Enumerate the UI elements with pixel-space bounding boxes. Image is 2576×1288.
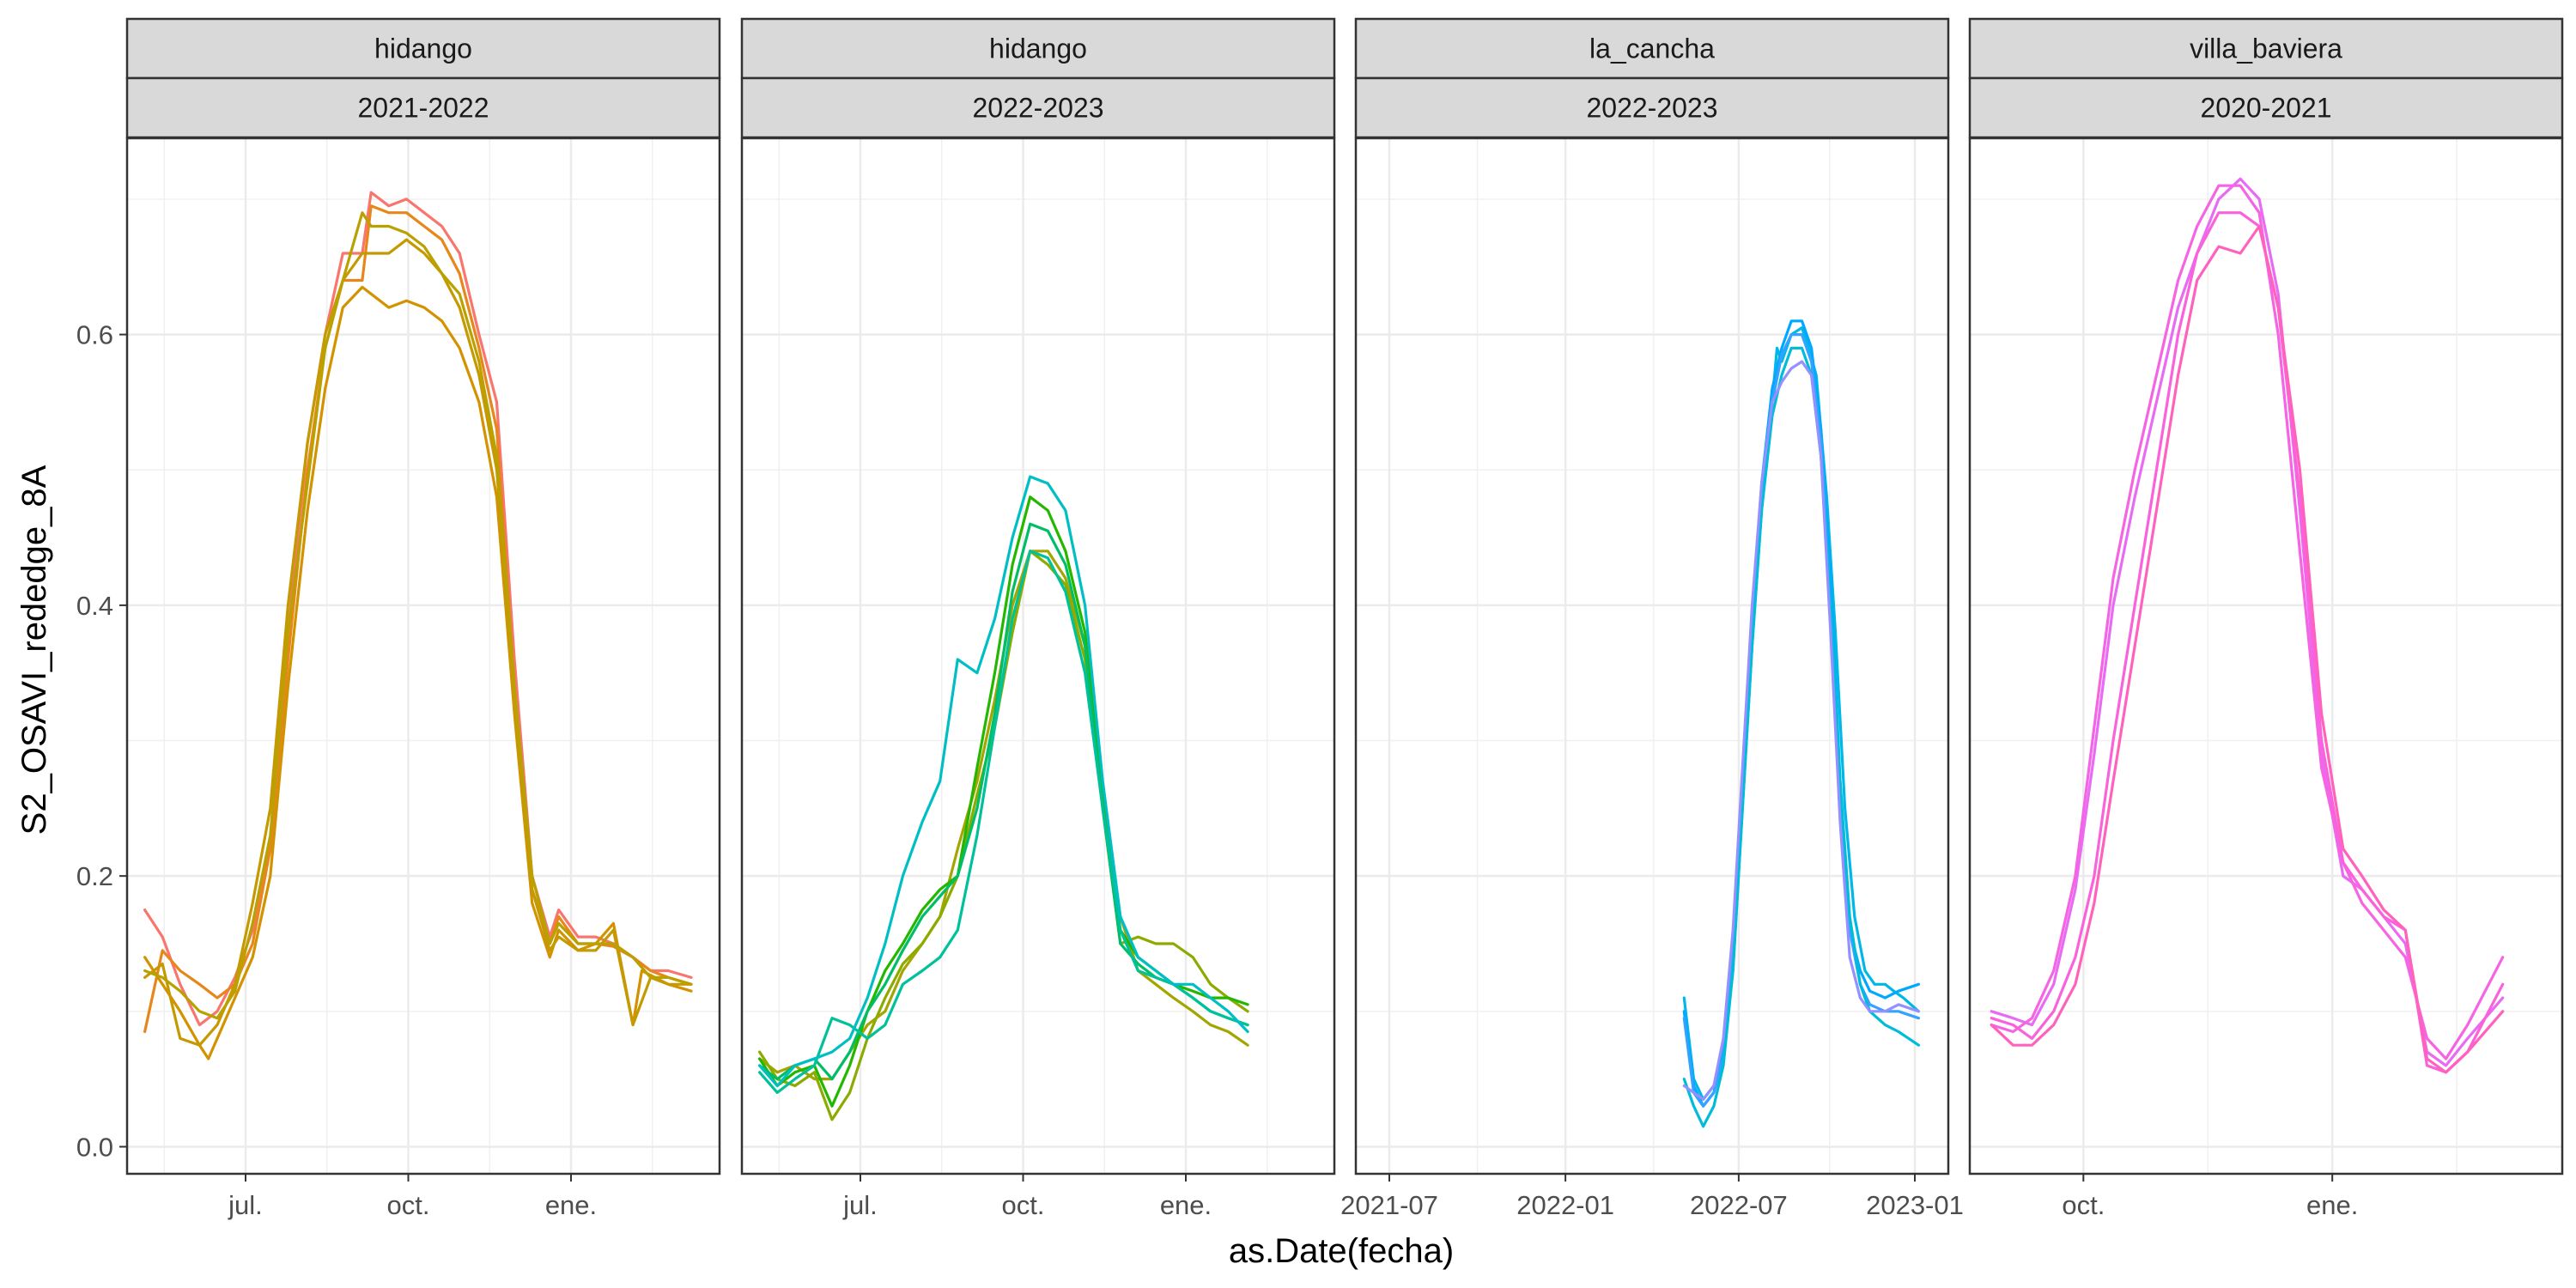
x-tick-label: oct. bbox=[387, 1190, 430, 1220]
x-tick-label: 2021-07 bbox=[1340, 1190, 1438, 1220]
strip-site bbox=[1354, 17, 1950, 80]
strip-season-label: 2020-2021 bbox=[2200, 93, 2331, 124]
gridlines bbox=[1970, 138, 2562, 1174]
panel-border bbox=[740, 137, 1336, 1176]
panel-border bbox=[1968, 137, 2564, 1176]
series-line-6 bbox=[758, 475, 1249, 1088]
x-tick-label: ene. bbox=[545, 1190, 597, 1220]
panel-border bbox=[1354, 137, 1950, 1176]
strip-season-label: 2022-2023 bbox=[972, 93, 1103, 124]
x-tick-label: 2022-01 bbox=[1516, 1190, 1614, 1220]
strip-season bbox=[1968, 76, 2564, 139]
strip-season-label: 2021-2022 bbox=[357, 93, 489, 124]
strip-season bbox=[125, 76, 721, 139]
y-tick-label: 0.6 bbox=[76, 320, 113, 350]
x-tick-label: ene. bbox=[2306, 1190, 2358, 1220]
series-line-5 bbox=[143, 211, 693, 1020]
x-tick-label: 2022-07 bbox=[1690, 1190, 1788, 1220]
x-tick-label: oct. bbox=[1002, 1190, 1045, 1220]
series-line-5 bbox=[1682, 360, 1920, 1101]
y-axis: 0.0 0.2 0.4 0.6 bbox=[76, 320, 127, 1162]
x-tick-label: oct. bbox=[2062, 1190, 2105, 1220]
panel-2: hidango 2022-2023 jul. oct. ene. bbox=[740, 17, 1336, 1220]
panel-4: villa_baviera 2020-2021 oct. ene. bbox=[1968, 17, 2564, 1220]
x-tick-label: 2023-01 bbox=[1866, 1190, 1964, 1220]
series-lines bbox=[1682, 319, 1920, 1128]
gridlines bbox=[127, 138, 720, 1174]
strip-site-label: hidango bbox=[989, 33, 1087, 64]
x-tick-label: jul. bbox=[228, 1190, 263, 1220]
strip-site bbox=[740, 17, 1336, 80]
panel-background bbox=[1970, 138, 2562, 1174]
panel-background bbox=[127, 138, 720, 1174]
x-tick-label: ene. bbox=[1160, 1190, 1212, 1220]
series-line-5 bbox=[758, 550, 1249, 1094]
panel-background bbox=[1356, 138, 1948, 1174]
series-line-1 bbox=[1990, 177, 2505, 1067]
series-line-2 bbox=[1990, 184, 2505, 1060]
panel-border bbox=[125, 137, 721, 1176]
series-line-4 bbox=[1990, 224, 2505, 1074]
strip-site bbox=[125, 17, 721, 80]
gridlines bbox=[1356, 138, 1948, 1174]
y-tick-label: 0.4 bbox=[76, 591, 113, 621]
strip-site-label: hidango bbox=[374, 33, 472, 64]
y-tick-label: 0.2 bbox=[76, 861, 113, 891]
strip-season-label: 2022-2023 bbox=[1586, 93, 1717, 124]
x-tick-label: jul. bbox=[842, 1190, 878, 1220]
series-line-4 bbox=[143, 238, 693, 1047]
y-tick-label: 0.0 bbox=[76, 1132, 113, 1162]
series-line-4 bbox=[1682, 346, 1920, 1128]
series-lines bbox=[1990, 177, 2505, 1074]
series-lines bbox=[758, 475, 1249, 1121]
series-lines bbox=[143, 191, 693, 1060]
panel-1: hidango 2021-2022 jul. oct. ene. bbox=[125, 17, 721, 1220]
panel-3: la_cancha 2022-2023 2021-07 2022-01 2022-07 2… bbox=[1340, 17, 1964, 1220]
y-axis-title: S2_OSAVI_rededge_8A bbox=[15, 465, 53, 835]
x-axis-title: as.Date(fecha) bbox=[1229, 1232, 1454, 1270]
panels-layer: hidango 2021-2022 jul. oct. ene. hidango 2022-… bbox=[125, 17, 2564, 1220]
strip-site-label: la_cancha bbox=[1589, 33, 1715, 64]
strip-season bbox=[1354, 76, 1950, 139]
strip-site bbox=[1968, 17, 2564, 80]
strip-site-label: villa_baviera bbox=[2190, 33, 2342, 64]
gridlines bbox=[742, 138, 1334, 1174]
